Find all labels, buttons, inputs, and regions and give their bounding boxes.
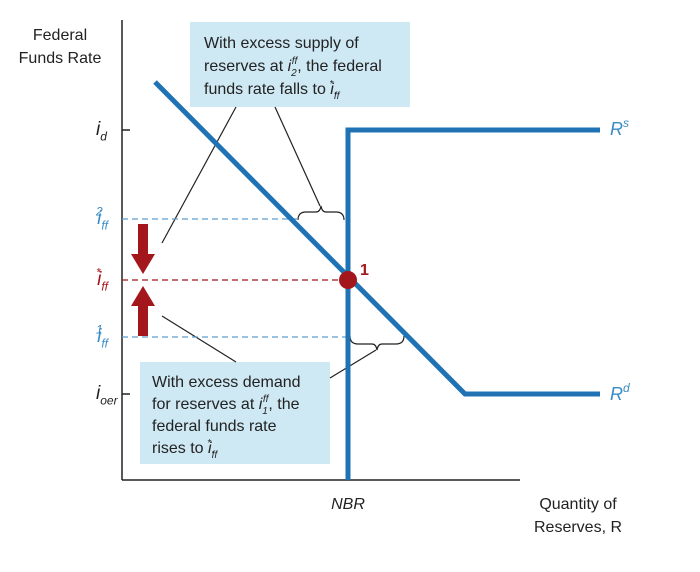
y-title: Federal — [33, 27, 87, 44]
math-base: i — [259, 396, 263, 413]
math-base: i — [96, 119, 101, 140]
math-base: i — [330, 81, 334, 98]
math-sup: 2 — [95, 204, 103, 218]
y-level-label: iff1​ — [96, 322, 110, 350]
callout-run: . — [333, 81, 337, 98]
equilibrium-point — [339, 271, 357, 289]
arrows — [131, 224, 155, 336]
y-title: Funds Rate — [19, 50, 102, 67]
callout-text: With excess supply of — [204, 35, 359, 52]
y-level-label: id​ — [96, 119, 107, 144]
equilibrium-label: 1 — [360, 262, 369, 279]
math-sup: ff — [263, 394, 270, 405]
leaders — [161, 106, 405, 379]
math-sub: ff — [101, 280, 109, 294]
math-base: i — [97, 326, 102, 347]
math-base: i — [96, 383, 101, 404]
math-sup: s — [623, 116, 629, 130]
math-sup: 1 — [96, 322, 103, 336]
math-sup: * — [96, 265, 101, 279]
math-sup: * — [207, 438, 212, 449]
math-sup: * — [329, 79, 334, 90]
callout-run: , the federal — [297, 58, 382, 75]
math-sub: ff — [212, 450, 219, 461]
callout-text: reserves at i2ff​, the federal — [204, 56, 382, 79]
math-base: i — [97, 208, 102, 229]
callout-text: rises to iff*​. — [152, 438, 218, 461]
math-base: i — [208, 440, 212, 457]
y-level-label: iff2​ — [95, 204, 110, 232]
demand-curve — [153, 80, 600, 397]
math-sup: ff — [292, 56, 299, 67]
callout-run: With excess supply of — [204, 35, 359, 52]
callout-text: With excess demand — [152, 374, 301, 391]
callout-box — [190, 22, 410, 107]
y-level-label: ioer​ — [96, 383, 119, 408]
curves — [153, 80, 600, 480]
curve-label: Rs​ — [610, 116, 629, 139]
curve-label: Rd​ — [610, 381, 630, 404]
x-title: Reserves, R — [534, 519, 622, 536]
callout-run: With excess demand — [152, 374, 301, 391]
y-level-label: iff*​ — [96, 265, 110, 293]
level-lines — [122, 218, 348, 338]
callout-run: reserves at — [204, 58, 288, 75]
callout-run: , the — [268, 396, 299, 413]
math-base: i — [288, 58, 292, 75]
callout-text: for reserves at i1ff​, the — [152, 394, 300, 417]
math-base: R — [610, 119, 623, 139]
math-sub: ff — [101, 219, 109, 233]
x-marker: NBR — [331, 496, 365, 513]
math-sup: d — [623, 381, 630, 395]
math-sub: 1 — [262, 406, 268, 417]
math-sub: oer — [100, 394, 118, 408]
math-sub: ff — [334, 91, 341, 102]
callout-run: federal funds rate — [152, 418, 277, 435]
math-sub: ff — [101, 337, 109, 351]
callout-box — [140, 362, 330, 464]
callout-run: . — [211, 440, 215, 457]
callout-text: funds rate falls to iff*​. — [204, 79, 341, 102]
callout-run: funds rate falls to — [204, 81, 330, 98]
math-sub: d — [100, 130, 107, 144]
x-title: Quantity of — [539, 496, 617, 513]
math-sub: 2 — [290, 68, 297, 79]
callout-run: rises to — [152, 440, 208, 457]
axes — [121, 20, 520, 481]
math-base: R — [610, 384, 623, 404]
supply-curve — [345, 127, 600, 480]
math-base: i — [97, 269, 102, 290]
callout-text: federal funds rate — [152, 418, 277, 435]
callout-run: for reserves at — [152, 396, 259, 413]
